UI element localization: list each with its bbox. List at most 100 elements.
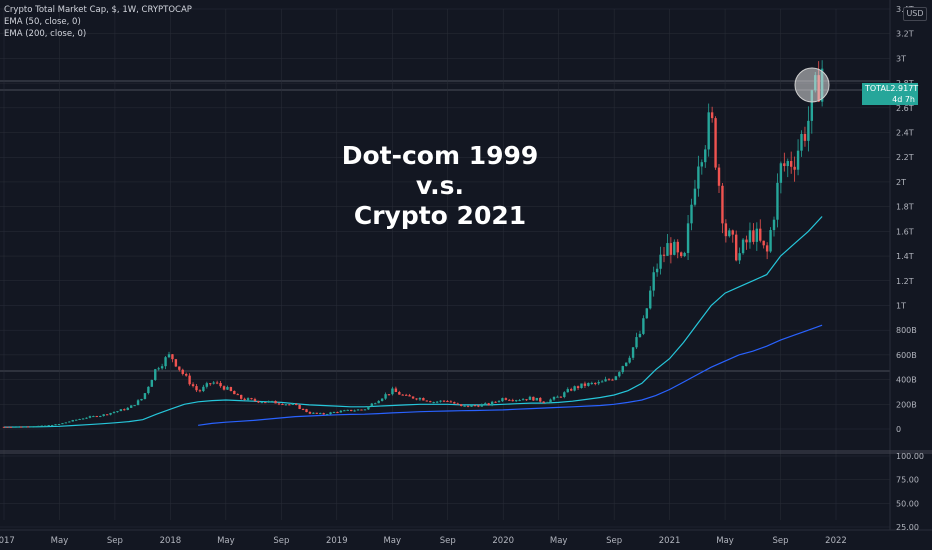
candle-body: [453, 402, 456, 404]
ema-200-path: [198, 324, 823, 426]
candle-body: [473, 405, 477, 407]
candle-body: [202, 386, 205, 392]
candle-body: [810, 90, 814, 121]
candle-body: [724, 223, 728, 237]
candle-body: [604, 379, 607, 382]
candle-body: [432, 402, 435, 404]
legend-title[interactable]: Crypto Total Market Cap, $, 1W, CRYPTOCA…: [4, 5, 192, 15]
candle-body: [425, 400, 429, 402]
candle-body: [532, 396, 535, 401]
candle-body: [628, 357, 631, 363]
candle-body: [85, 417, 88, 419]
candle-body: [738, 253, 741, 261]
candle-body: [64, 422, 68, 424]
candle-body: [611, 379, 614, 381]
candle-body: [267, 401, 270, 403]
candle-body: [621, 366, 624, 373]
y-tick-label: 1.8T: [896, 203, 914, 212]
candle-body: [23, 426, 26, 428]
candle-body: [13, 426, 16, 428]
chart-legend[interactable]: Crypto Total Market Cap, $, 1W, CRYPTOCA…: [4, 4, 192, 40]
candle-body: [666, 243, 669, 256]
candle-body: [631, 347, 635, 358]
x-tick-label: Sep: [440, 536, 456, 546]
candle-body: [253, 399, 257, 401]
candle-body: [803, 133, 807, 141]
candle-body: [734, 234, 738, 261]
candle-body: [655, 268, 659, 273]
candle-body: [291, 403, 294, 405]
candle-body: [150, 379, 154, 387]
candle-body: [387, 394, 391, 396]
candle-body: [439, 400, 442, 402]
legend-ema50[interactable]: EMA (50, close, 0): [4, 17, 81, 27]
candle-body: [566, 389, 569, 393]
legend-ema200[interactable]: EMA (200, close, 0): [4, 29, 87, 39]
chart-grid: [0, 8, 890, 520]
candle-body: [480, 404, 484, 407]
currency-button[interactable]: USD: [903, 7, 927, 21]
candle-body: [16, 426, 19, 428]
candle-body: [518, 400, 521, 402]
candle-body: [676, 241, 679, 253]
candle-body: [164, 357, 167, 367]
x-tick-label: 2017: [0, 536, 15, 546]
candle-body: [741, 239, 745, 254]
annotation-line-3: Crypto 2021: [354, 201, 526, 230]
candle-body: [594, 382, 597, 384]
candle-body: [635, 337, 638, 348]
candle-body: [700, 162, 704, 167]
candle-body: [246, 398, 250, 400]
candle-body: [559, 396, 563, 398]
time-axis[interactable]: 2017 May Sep 2018 May Sep 2019 May Sep 2020 May Sep…: [0, 529, 932, 546]
candle-body: [528, 396, 532, 400]
candle-body: [284, 404, 288, 406]
candle-body: [377, 400, 380, 404]
oscillator-pane: 100.00 75.00 50.00 25.00: [0, 450, 932, 532]
candle-body: [549, 399, 552, 403]
candle-body: [649, 290, 652, 309]
candle-body: [105, 414, 109, 416]
y-tick-label: 0: [896, 425, 901, 434]
candle-body: [212, 382, 215, 384]
candle-body: [308, 412, 312, 414]
candle-body: [552, 396, 556, 400]
candle-body: [686, 223, 690, 253]
candle-body: [123, 409, 126, 411]
candle-body: [404, 394, 408, 396]
candle-body: [494, 401, 497, 403]
candle-body: [33, 426, 37, 428]
osc-tick-label: 25.00: [896, 523, 919, 532]
candle-body: [573, 386, 576, 391]
candle-body: [250, 398, 253, 400]
candle-body: [707, 112, 710, 150]
candle-body: [563, 392, 566, 397]
candle-body: [422, 397, 425, 401]
candle-body: [140, 398, 143, 401]
candle-body: [683, 252, 686, 257]
candle-body: [171, 354, 174, 360]
candle-body: [264, 402, 267, 404]
candle-body: [752, 230, 755, 242]
candle-body: [463, 405, 466, 407]
candle-body: [346, 409, 349, 411]
candle-body: [597, 382, 600, 384]
candle-body: [329, 412, 332, 415]
candle-body: [143, 393, 147, 399]
candle-body: [786, 161, 789, 167]
candle-body: [270, 400, 274, 402]
candle-body: [772, 219, 776, 231]
candle-body: [731, 230, 734, 235]
y-tick-label: 200B: [896, 400, 917, 409]
candle-body: [226, 387, 229, 390]
candle-body: [796, 150, 800, 170]
y-tick-label: 2.6T: [896, 104, 914, 113]
candle-body: [511, 400, 514, 402]
candle-body: [394, 388, 398, 393]
candle-body: [717, 167, 721, 186]
candle-body: [779, 163, 783, 183]
candle-body: [50, 425, 54, 427]
candle-body: [305, 409, 308, 413]
price-tag-symbol: TOTAL: [865, 84, 891, 93]
